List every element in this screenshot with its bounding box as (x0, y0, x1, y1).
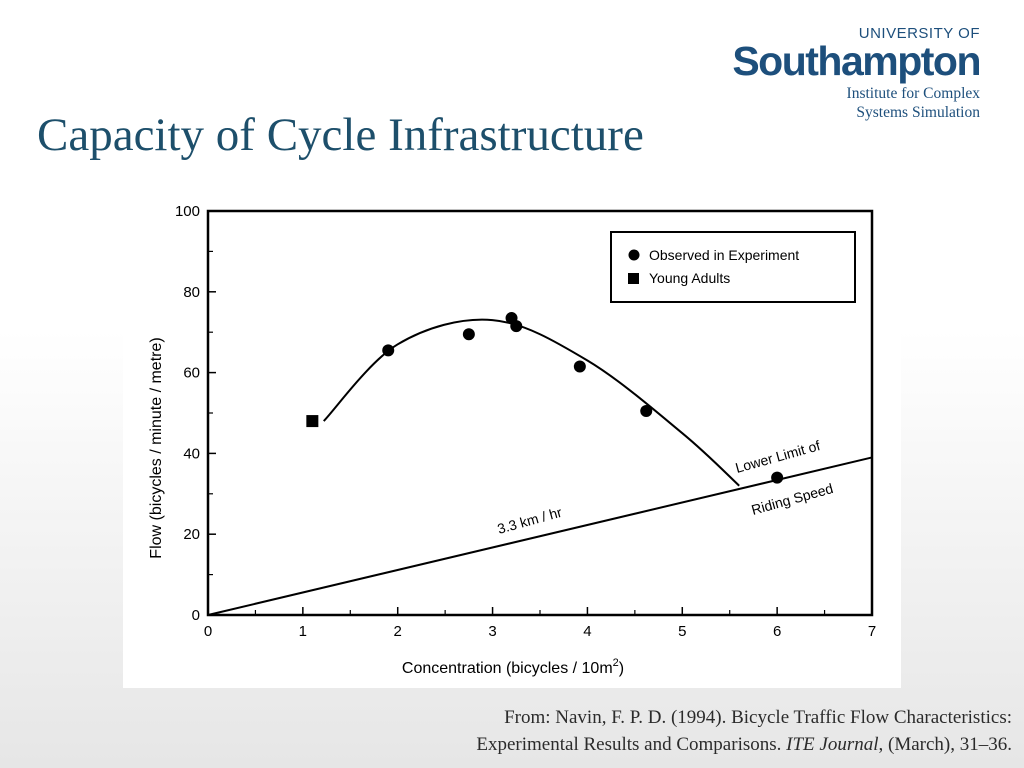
y-tick-label: 40 (183, 445, 200, 462)
y-tick-label: 20 (183, 526, 200, 543)
legend-square-marker (628, 273, 639, 284)
speed-line-label: 3.3 km / hr (496, 504, 564, 537)
annotation-line-2: Riding Speed (750, 480, 835, 518)
data-point-circle (510, 320, 523, 333)
legend-observed-label: Observed in Experiment (649, 247, 799, 263)
x-tick-label: 0 (204, 623, 212, 640)
data-point-circle (640, 404, 653, 417)
x-tick-label: 6 (773, 623, 781, 640)
y-tick-label: 80 (183, 284, 200, 301)
x-tick-label: 1 (299, 623, 307, 640)
y-tick-label: 100 (175, 203, 200, 220)
riding-speed-line (207, 456, 873, 616)
x-tick-label: 4 (583, 623, 591, 640)
x-tick-label: 2 (394, 623, 402, 640)
legend-box (610, 231, 856, 303)
x-tick-labels: 0 1 2 3 4 5 6 7 (204, 623, 876, 640)
data-point-circle (771, 471, 784, 484)
data-point-circle (382, 344, 395, 357)
annotation-line-1: Lower Limit of (734, 437, 822, 476)
institute-name: Institute for Complex Systems Simulation (847, 84, 980, 122)
axis-ticks (208, 250, 826, 615)
x-tick-label: 7 (868, 623, 876, 640)
x-tick-label: 3 (488, 623, 496, 640)
y-tick-labels: 0 20 40 60 80 100 (175, 203, 200, 624)
y-tick-label: 60 (183, 365, 200, 382)
institute-line-2: Systems Simulation (856, 104, 980, 121)
y-tick-label: 0 (192, 607, 200, 624)
chart-legend: Observed in Experiment Young Adults (610, 231, 856, 303)
x-tick-label: 5 (678, 623, 686, 640)
x-axis-label-close: ) (619, 660, 624, 677)
data-point-circle (462, 328, 475, 341)
legend-young-label: Young Adults (649, 270, 730, 286)
data-point-circle (573, 360, 586, 373)
citation-part-b: , (March), 31–36. (878, 734, 1013, 755)
citation-part-a: Experimental Results and Comparisons. (476, 734, 787, 755)
slide-title: Capacity of Cycle Infrastructure (37, 109, 644, 161)
data-point-square (306, 415, 319, 428)
chart-figure: 0 1 2 3 4 5 6 7 0 20 40 60 80 100 3.3 km / hr Lower … (123, 193, 901, 688)
logo-southampton: Southampton (732, 38, 981, 84)
citation: From: Navin, F. P. D. (1994). Bicycle Tr… (476, 704, 1012, 758)
citation-line-1: From: Navin, F. P. D. (1994). Bicycle Tr… (504, 707, 1012, 728)
institute-line-1: Institute for Complex (846, 85, 980, 102)
flow-concentration-chart: 0 1 2 3 4 5 6 7 0 20 40 60 80 100 3.3 km / hr Lower … (148, 203, 876, 677)
citation-line-2: Experimental Results and Comparisons. IT… (476, 731, 1012, 758)
legend-circle-marker (628, 249, 640, 261)
y-axis-label: Flow (bicycles / minute / metre) (148, 337, 165, 558)
logo-university-of: UNIVERSITY OF (858, 25, 980, 42)
x-axis-label-text: Concentration (bicycles / 10m (402, 660, 613, 677)
university-logo: UNIVERSITY OF Southampton (732, 25, 981, 84)
fitted-flow-curve (323, 318, 740, 487)
data-points (306, 312, 784, 484)
x-axis-label-superscript: 2 (613, 657, 619, 669)
citation-journal: ITE Journal (786, 734, 879, 755)
x-axis-label: Concentration (bicycles / 10m2) (402, 657, 624, 677)
